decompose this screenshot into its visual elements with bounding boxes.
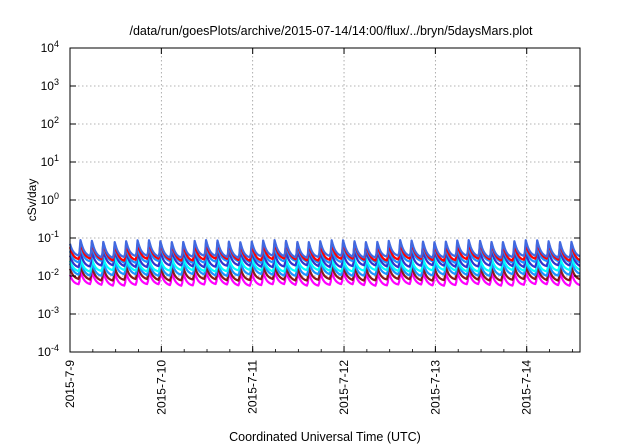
series-line — [68, 264, 581, 282]
x-tick-label: 2015-7-12 — [337, 360, 351, 415]
y-tick-label: 10-4 — [38, 343, 59, 359]
series-line — [68, 249, 581, 269]
y-tick-label: 103 — [41, 77, 59, 93]
y-tick-label: 102 — [41, 115, 59, 131]
x-tick-label: 2015-7-10 — [154, 360, 168, 415]
series-line — [68, 270, 581, 287]
y-tick-label: 104 — [41, 39, 59, 55]
y-tick-label: 10-2 — [38, 267, 59, 283]
y-axis: 10-4 10-3 10-2 10-1 100 101 102 103 104 — [38, 39, 580, 359]
y-axis-label: cSv/day — [25, 179, 39, 222]
series-line — [68, 256, 581, 273]
y-tick-label: 100 — [41, 191, 59, 207]
y-tick-label: 101 — [41, 153, 59, 169]
series-layer — [68, 239, 581, 287]
y-tick-label: 10-1 — [38, 229, 59, 245]
x-tick-label: 2015-7-13 — [428, 360, 442, 415]
series-line — [68, 239, 581, 259]
chart-title: /data/run/goesPlots/archive/2015-07-14/1… — [129, 24, 533, 38]
x-tick-label: 2015-7-14 — [520, 360, 534, 415]
x-axis: 2015-7-9 2015-7-10 2015-7-11 2015-7-12 2015-… — [63, 48, 573, 415]
x-tick-label: 2015-7-11 — [246, 360, 260, 414]
series-line — [68, 259, 581, 277]
y-tick-label: 10-3 — [38, 305, 59, 321]
grid-lines — [70, 48, 580, 352]
x-tick-label: 2015-7-9 — [63, 360, 77, 408]
x-axis-label: Coordinated Universal Time (UTC) — [229, 430, 421, 444]
